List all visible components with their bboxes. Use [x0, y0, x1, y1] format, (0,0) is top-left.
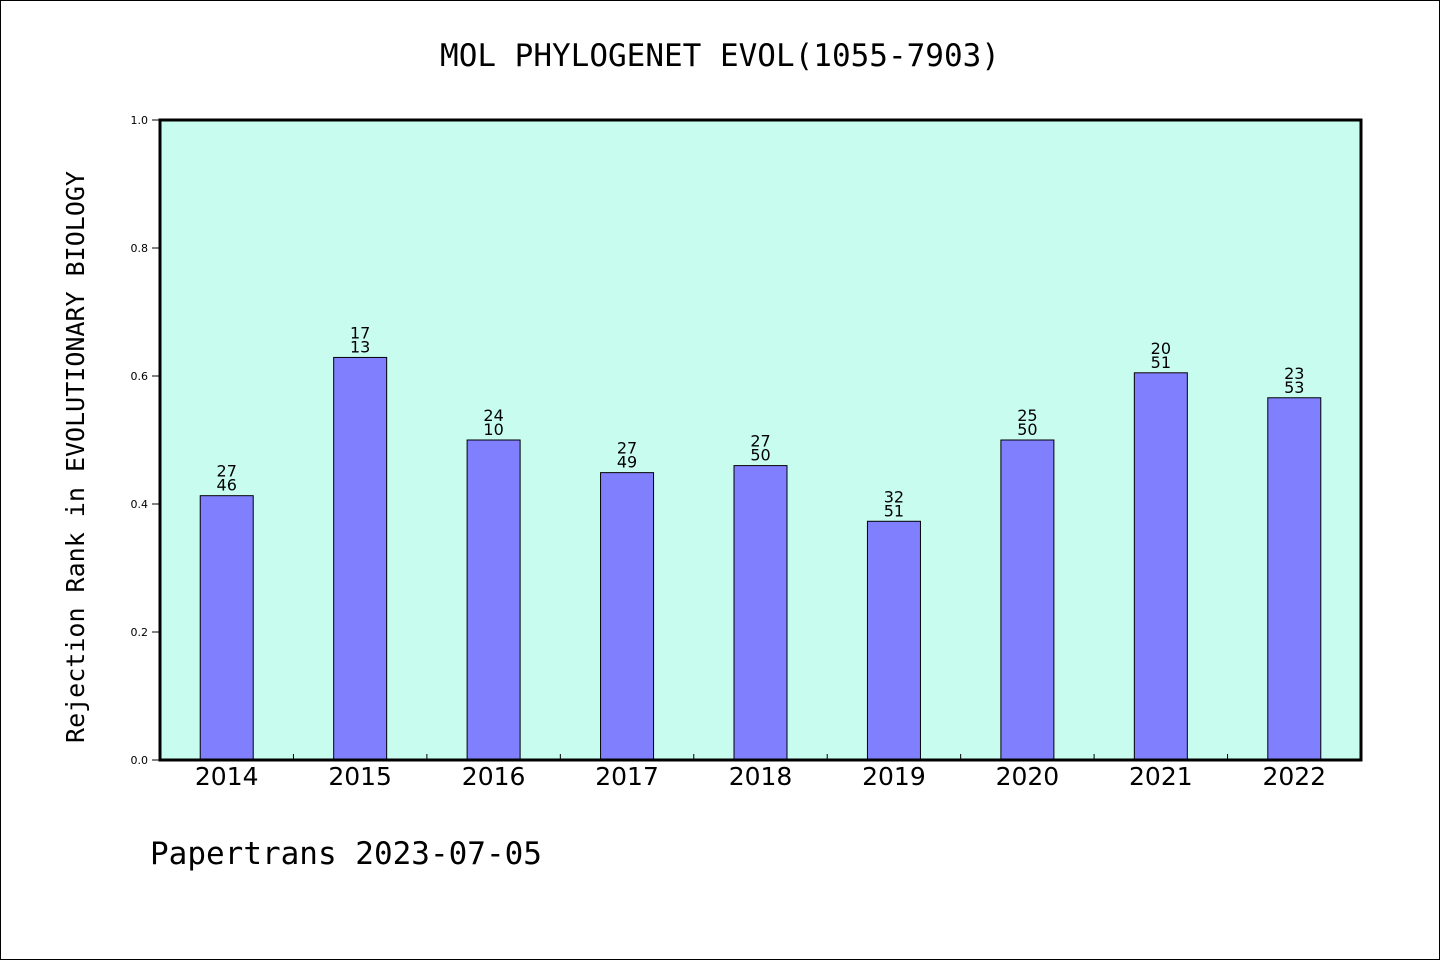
- x-tick-label-2015: 2015: [328, 762, 392, 791]
- x-tick-label-2022: 2022: [1262, 762, 1326, 791]
- y-tick-label: 1.0: [131, 114, 149, 127]
- x-tick-label-2014: 2014: [195, 762, 259, 791]
- x-tick-label-2018: 2018: [729, 762, 793, 791]
- bar-label-top-2014: 27: [217, 462, 237, 481]
- x-tick-label-2019: 2019: [862, 762, 926, 791]
- bar-label-bottom-2014: 46: [217, 476, 237, 495]
- bar-2019: [866, 520, 921, 761]
- bar-label-top-2017: 27: [617, 439, 637, 458]
- y-tick-label: 0.2: [131, 626, 149, 639]
- bar-2015: [333, 356, 388, 761]
- bar-2016: [466, 439, 521, 761]
- x-tick-label-2016: 2016: [462, 762, 526, 791]
- y-tick-label: 0.6: [131, 370, 149, 383]
- bar-label-bottom-2019: 51: [884, 501, 904, 520]
- bar-2022: [1267, 397, 1322, 761]
- bar-label-top-2015: 17: [350, 323, 370, 342]
- y-axis-label: Rejection Rank in EVOLUTIONARY BIOLOGY: [61, 171, 90, 743]
- bar-label-top-2019: 32: [884, 487, 904, 506]
- bar-label-bottom-2018: 50: [750, 446, 770, 465]
- y-tick-label: 0.0: [131, 754, 149, 767]
- bar-label-top-2016: 24: [483, 406, 503, 425]
- plot-border: [158, 118, 1363, 762]
- bar-2014: [199, 495, 254, 761]
- bar-label-bottom-2022: 53: [1284, 378, 1304, 397]
- footer-text: Papertrans 2023-07-05: [150, 836, 542, 872]
- x-tick-label-2021: 2021: [1129, 762, 1193, 791]
- bar-label-bottom-2016: 10: [483, 420, 503, 439]
- bar-2017: [600, 472, 655, 761]
- bar-label-bottom-2017: 49: [617, 453, 637, 472]
- bar-label-bottom-2021: 51: [1151, 353, 1171, 372]
- bar-label-top-2018: 27: [750, 432, 770, 451]
- x-tick-label-2017: 2017: [595, 762, 659, 791]
- bar-label-top-2020: 25: [1017, 406, 1037, 425]
- bar-2018: [733, 465, 788, 761]
- bar-2020: [1000, 439, 1055, 761]
- bars: [199, 356, 1322, 761]
- y-axis-ticks: 0.0 0.2 0.4 0.6 0.8 1.0: [131, 114, 160, 767]
- bar-label-bottom-2020: 50: [1017, 420, 1037, 439]
- bar-label-top-2021: 20: [1151, 339, 1171, 358]
- y-tick-label: 0.4: [131, 498, 149, 511]
- x-tick-label-2020: 2020: [996, 762, 1060, 791]
- bar-2021: [1133, 372, 1188, 761]
- y-tick-label: 0.8: [131, 242, 149, 255]
- bar-label-top-2022: 23: [1284, 364, 1304, 383]
- chart-title: MOL PHYLOGENET EVOL(1055-7903): [440, 38, 1000, 74]
- bar-label-bottom-2015: 13: [350, 337, 370, 356]
- x-axis-ticks: 2014 2015 2016 2017 2018 2019 2020 2021 2022: [195, 754, 1326, 791]
